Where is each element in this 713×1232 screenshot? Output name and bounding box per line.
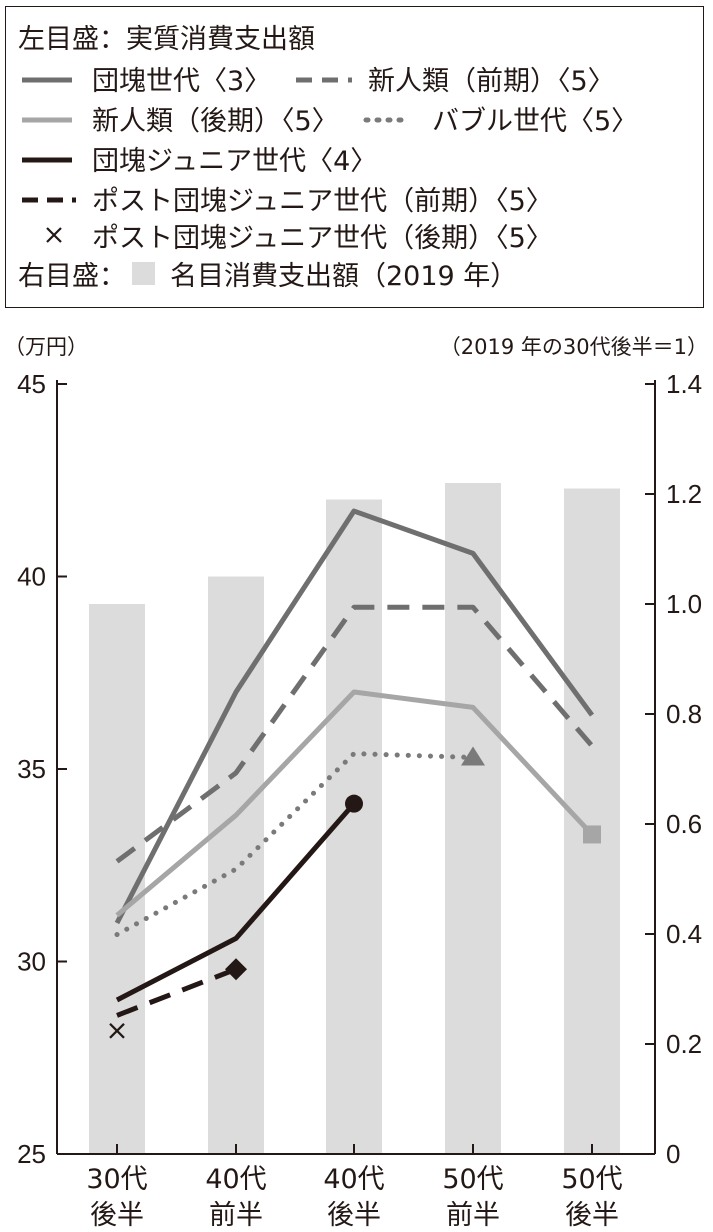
x-tick-label-2-line1: 40代 xyxy=(323,1164,384,1195)
x-tick-label-2-line2: 後半 xyxy=(327,1200,381,1231)
series-marker-6 xyxy=(109,1023,125,1039)
legend-label-series-3: バブル世代〈5〉 xyxy=(432,106,638,137)
right-tick-label-7: 1.4 xyxy=(666,369,702,399)
series-line-1 xyxy=(115,604,594,864)
series-marker-5 xyxy=(225,958,247,981)
series-line-4 xyxy=(115,802,356,1003)
left-axis-unit: （万円） xyxy=(4,335,88,359)
axes-layer: 25 30 35 40 45 0 0.2 0.4 0.6 0.8 1.0 1.2 1.4 30代後半 40代… xyxy=(17,369,702,1231)
x-tick-label-0-line1: 30代 xyxy=(86,1164,147,1195)
bar-0 xyxy=(89,604,145,1154)
x-tick-label-3-line2: 前半 xyxy=(446,1200,500,1231)
legend-label-bars: 名目消費支出額（2019 年） xyxy=(170,261,517,292)
series-line-3 xyxy=(114,751,476,938)
series-line-2 xyxy=(115,689,594,918)
lines-layer xyxy=(109,508,601,1039)
x-tick-label-4-line2: 後半 xyxy=(565,1200,619,1231)
legend-label-series-2: 新人類（後期）〈5〉 xyxy=(92,106,339,137)
legend-label-series-4: 団塊ジュニア世代〈4〉 xyxy=(92,146,377,177)
bar-3 xyxy=(445,483,501,1154)
legend-label-series-5: ポスト団塊ジュニア世代（前期）〈5〉 xyxy=(92,186,553,217)
series-marker-4 xyxy=(345,794,363,813)
right-tick-label-0: 0 xyxy=(666,1139,680,1169)
legend-label-series-6: ポスト団塊ジュニア世代（後期）〈5〉 xyxy=(92,223,553,254)
legend-label-series-1: 新人類（前期）〈5〉 xyxy=(368,66,615,97)
right-tick-label-1: 0.2 xyxy=(666,1029,702,1059)
series-marker-2 xyxy=(583,825,601,844)
bar-4 xyxy=(564,488,620,1154)
legend-swatch-series-6 xyxy=(46,227,62,243)
left-tick-label-0: 25 xyxy=(17,1139,46,1169)
legend-box xyxy=(5,6,704,308)
legend-left-axis-title: 左目盛：実質消費支出額 xyxy=(18,24,315,55)
series-line-0 xyxy=(114,508,595,925)
series-marker-3 xyxy=(461,746,485,766)
right-tick-label-5: 1.0 xyxy=(666,589,702,619)
legend-right-axis-title: 右目盛： xyxy=(18,261,126,292)
bar-1 xyxy=(208,576,264,1154)
right-tick-label-4: 0.8 xyxy=(666,699,702,729)
left-tick-label-2: 35 xyxy=(17,754,46,784)
series-line-5 xyxy=(116,966,237,1018)
right-tick-label-6: 1.2 xyxy=(666,479,702,509)
legend-label-series-0: 団塊世代〈3〉 xyxy=(92,66,271,97)
left-tick-label-1: 30 xyxy=(17,947,46,977)
left-tick-label-3: 40 xyxy=(17,562,46,592)
right-axis-unit: （2019 年の30代後半＝1） xyxy=(440,335,708,359)
legend-swatch-bars xyxy=(132,262,155,285)
right-tick-label-2: 0.4 xyxy=(666,919,702,949)
x-tick-label-3-line1: 50代 xyxy=(442,1164,503,1195)
x-tick-label-4-line1: 50代 xyxy=(561,1164,622,1195)
left-tick-label-4: 45 xyxy=(17,369,46,399)
x-tick-label-0-line2: 後半 xyxy=(90,1200,144,1231)
x-tick-label-1-line1: 40代 xyxy=(205,1164,266,1195)
x-tick-label-1-line2: 前半 xyxy=(209,1200,263,1231)
right-tick-label-3: 0.6 xyxy=(666,809,702,839)
